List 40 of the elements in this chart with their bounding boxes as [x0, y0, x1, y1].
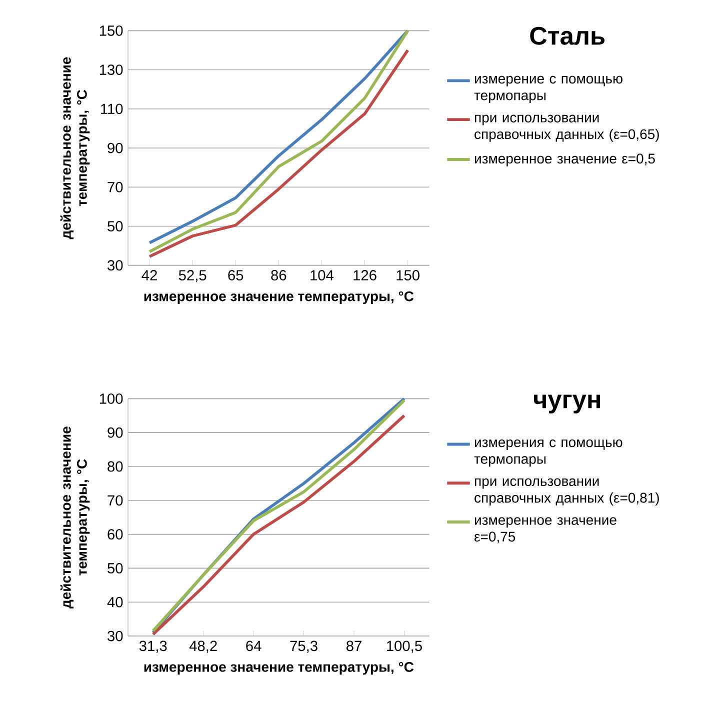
legend-label: при использовании справочных данных (ε=0,81) — [474, 478, 659, 506]
x-tick-label: 65 — [228, 270, 244, 280]
legend-label: измерения с помощью термопары — [474, 440, 622, 467]
y-tick-label: 30 — [108, 630, 123, 642]
y-tick-label: 40 — [107, 596, 123, 608]
y-tick-label: 80 — [108, 461, 123, 472]
x-axis-title: измеренное значение температуры, °C — [144, 291, 414, 304]
y-tick-label: 130 — [100, 64, 123, 75]
y-tick-label: 30 — [108, 260, 123, 271]
y-tick-label: 90 — [108, 427, 123, 438]
y-tick-label: 150 — [100, 25, 123, 36]
legend-title: Сталь — [530, 26, 605, 45]
y-tick-label: 60 — [108, 529, 123, 540]
legend-label: измерение с помощью термопары — [474, 76, 622, 104]
y-axis-title: действительное значение температуры, °C — [60, 57, 90, 240]
x-tick-label: 31,3 — [139, 640, 167, 653]
x-tick-label: 64 — [246, 640, 262, 652]
x-tick-label: 42 — [142, 270, 157, 280]
y-tick-label: 110 — [101, 104, 123, 114]
y-tick-label: 70 — [108, 495, 123, 506]
legend-label: измеренное значение ε=0,5 — [474, 154, 655, 166]
x-tick-label: 87 — [346, 640, 362, 652]
y-tick-label: 50 — [108, 221, 123, 232]
x-tick-label: 104 — [310, 270, 334, 280]
y-axis-title: действительное значение температуры, °C — [60, 426, 90, 608]
legend-title: чугун — [534, 394, 600, 414]
y-tick-label: 50 — [108, 563, 123, 574]
legend-label: при использовании справочных данных (ε=0,65) — [474, 114, 659, 142]
x-tick-label: 150 — [396, 270, 420, 280]
x-tick-label: 48,2 — [189, 640, 217, 653]
x-tick-label: 75,3 — [290, 640, 318, 653]
legend-label: измеренное значение ε=0,75 — [474, 517, 616, 544]
x-tick-label: 100,5 — [386, 640, 422, 653]
x-tick-label: 126 — [354, 270, 376, 280]
y-tick-label: 70 — [108, 182, 123, 192]
y-tick-label: 100 — [100, 394, 123, 404]
x-tick-label: 52,5 — [178, 270, 206, 282]
x-tick-label: 86 — [271, 270, 286, 280]
y-tick-label: 90 — [108, 142, 123, 154]
x-axis-title: измеренное значение температуры, °C — [144, 662, 414, 675]
